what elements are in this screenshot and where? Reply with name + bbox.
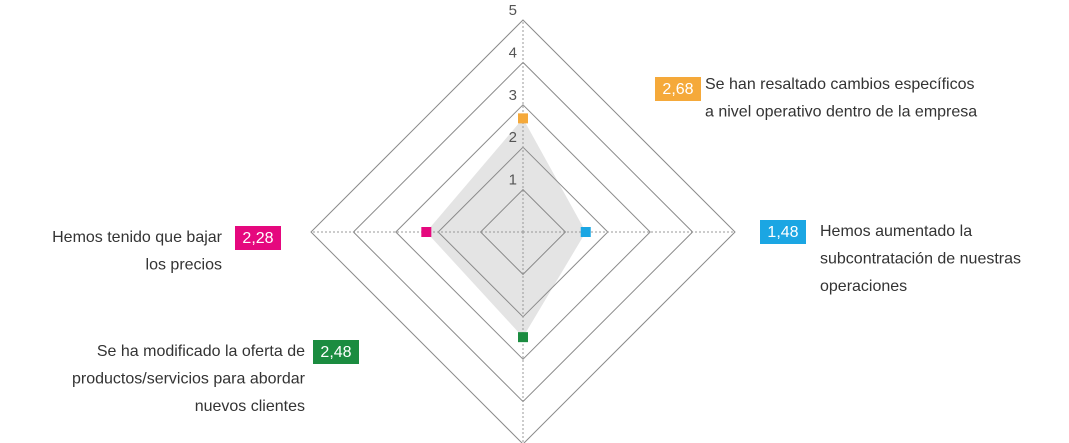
value-badge xyxy=(655,77,701,101)
value-label: 2,68 xyxy=(662,81,693,98)
category-label: los precios xyxy=(146,257,222,274)
r-tick-label: 5 xyxy=(509,2,517,19)
category-label: nuevos clientes xyxy=(195,398,305,415)
grid-ring xyxy=(310,19,736,443)
value-badge xyxy=(760,220,806,244)
value-area xyxy=(426,118,586,338)
category-label: Se ha modificado la oferta de xyxy=(97,343,305,360)
value-label: 2,28 xyxy=(242,230,273,247)
category-label: Hemos tenido que bajar xyxy=(52,229,223,246)
category-label: a nivel operativo dentro de la empresa xyxy=(705,104,977,121)
r-tick-label: 4 xyxy=(509,44,517,61)
category-label: Hemos aumentado la xyxy=(820,223,972,240)
grid-ring xyxy=(479,188,567,276)
value-label: 2,48 xyxy=(320,344,351,361)
value-badge xyxy=(235,226,281,250)
category-label: subcontratación de nuestras xyxy=(820,251,1021,268)
value-marker xyxy=(580,227,591,237)
value-marker xyxy=(518,332,528,343)
value-label: 1,48 xyxy=(767,224,798,241)
r-tick-label: 2 xyxy=(509,129,517,146)
r-tick-label: 3 xyxy=(509,87,517,104)
r-tick-label: 1 xyxy=(509,172,517,189)
category-label: Se han resaltado cambios específicos xyxy=(705,76,974,93)
value-badge xyxy=(313,340,359,364)
value-marker xyxy=(421,227,432,237)
category-label: operaciones xyxy=(820,278,907,295)
value-marker xyxy=(518,113,528,124)
category-label: productos/servicios para abordar xyxy=(72,371,306,388)
grid-ring xyxy=(395,104,651,360)
